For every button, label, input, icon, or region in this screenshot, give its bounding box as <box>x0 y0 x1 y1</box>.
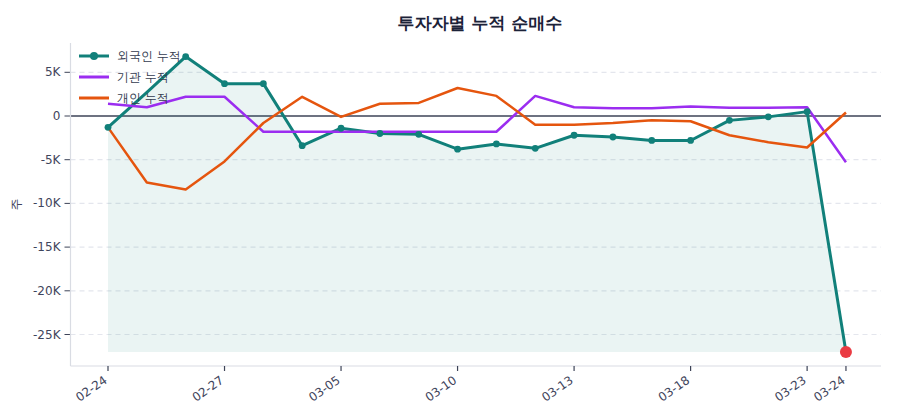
x-tick-label: 02-27 <box>190 373 227 404</box>
y-tick-label: -10K <box>33 196 62 210</box>
data-point-marker <box>338 125 345 132</box>
x-tick-label: 02-24 <box>73 373 110 404</box>
data-point-marker <box>260 80 267 87</box>
data-point-marker <box>299 142 306 149</box>
data-point-marker <box>182 53 189 60</box>
last-point-marker <box>840 346 852 358</box>
legend-label: 기관 누적 <box>117 69 169 86</box>
y-tick-label: -15K <box>33 240 62 254</box>
data-point-marker <box>376 130 383 137</box>
data-point-marker <box>610 134 617 141</box>
legend-label: 외국인 누적 <box>117 48 181 65</box>
chart-figure: 투자자별 누적 순매수 주 5K0-5K-10K-15K-20K-25K02-2… <box>0 0 900 420</box>
data-point-marker <box>454 146 461 153</box>
data-point-marker <box>221 80 228 87</box>
legend-swatch <box>79 92 109 104</box>
data-point-marker <box>804 108 811 115</box>
data-point-marker <box>105 124 112 131</box>
data-point-marker <box>687 137 694 144</box>
data-point-marker <box>648 137 655 144</box>
legend-item-1[interactable]: 기관 누적 <box>79 70 181 84</box>
x-tick-label: 03-18 <box>656 373 693 404</box>
data-point-marker <box>765 113 772 120</box>
data-point-marker <box>532 145 539 152</box>
x-tick-label: 03-13 <box>539 373 576 404</box>
legend-item-0[interactable]: 외국인 누적 <box>79 49 181 63</box>
x-tick-label: 03-24 <box>811 373 848 404</box>
legend-label: 개인 누적 <box>117 90 169 107</box>
y-tick-label: 5K <box>45 65 62 79</box>
data-point-marker <box>493 141 500 148</box>
area-fill <box>108 57 846 352</box>
y-tick-label: -5K <box>41 153 62 167</box>
legend-item-2[interactable]: 개인 누적 <box>79 91 181 105</box>
y-tick-label: -25K <box>33 328 62 342</box>
x-tick-label: 03-05 <box>306 373 343 404</box>
x-tick-label: 03-10 <box>423 373 460 404</box>
y-tick-label: 0 <box>53 109 61 123</box>
data-point-marker <box>726 117 733 124</box>
y-tick-label: -20K <box>33 284 62 298</box>
x-tick-label: 03-23 <box>772 373 809 404</box>
data-point-marker <box>571 132 578 139</box>
legend: 외국인 누적기관 누적개인 누적 <box>79 49 181 105</box>
data-point-marker <box>415 131 422 138</box>
legend-swatch <box>79 71 109 83</box>
legend-swatch <box>79 50 109 62</box>
